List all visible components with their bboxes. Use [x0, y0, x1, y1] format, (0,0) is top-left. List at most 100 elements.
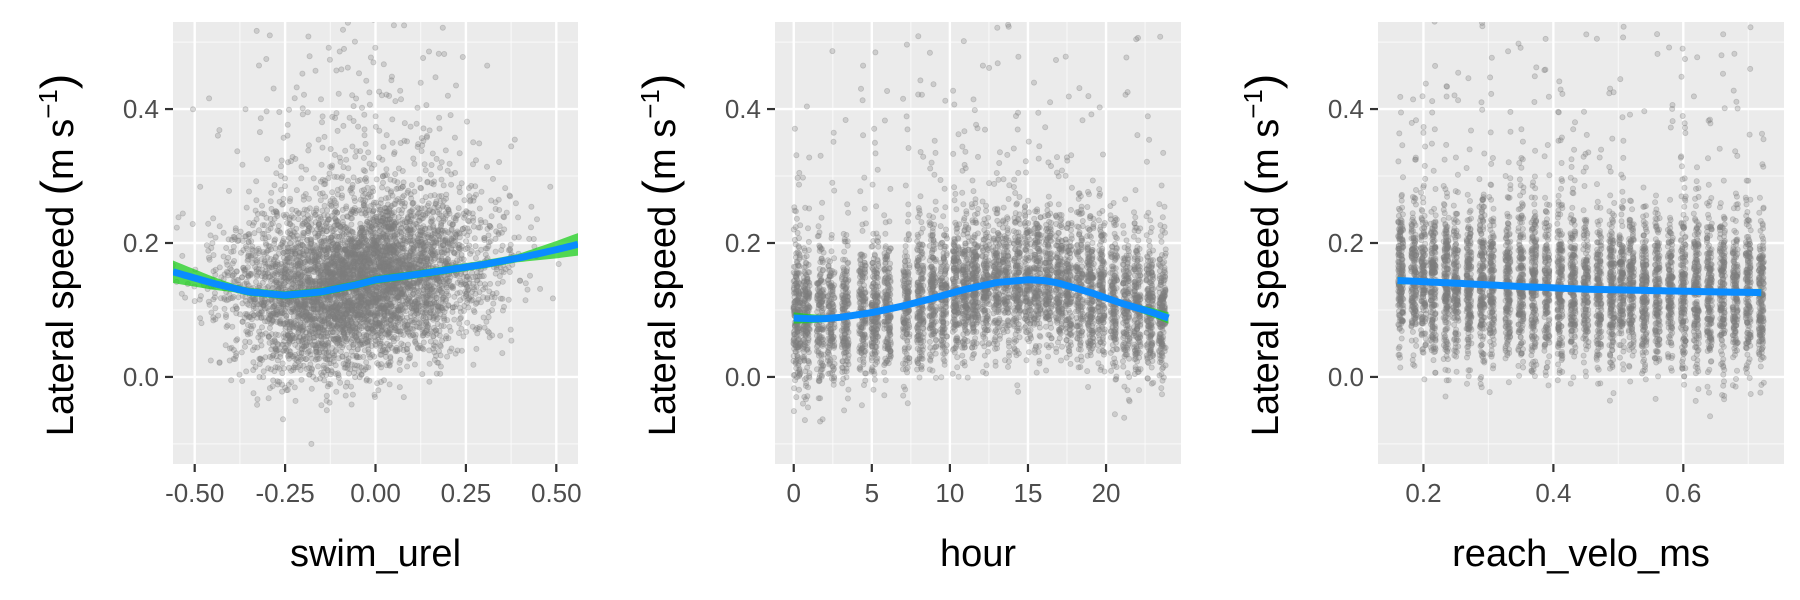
data-point [359, 270, 366, 277]
data-point [281, 183, 288, 190]
data-point [456, 289, 463, 296]
data-point [317, 96, 324, 103]
data-point [522, 297, 529, 304]
data-point [361, 268, 368, 275]
data-point [419, 142, 426, 149]
data-point [383, 266, 390, 273]
data-point [271, 336, 278, 343]
data-point [284, 318, 291, 325]
data-point [295, 310, 302, 317]
data-point [340, 122, 347, 129]
data-point [431, 328, 438, 335]
data-point [482, 251, 489, 258]
data-point [272, 298, 279, 305]
data-point [507, 241, 514, 248]
data-point [308, 366, 315, 373]
data-point [333, 110, 340, 117]
data-point [448, 236, 455, 243]
data-point [340, 164, 347, 171]
data-point [364, 325, 371, 332]
data-point [411, 260, 418, 267]
data-point [428, 286, 435, 293]
data-point [430, 240, 437, 247]
data-point [497, 295, 504, 302]
data-point [411, 250, 418, 257]
data-point [250, 390, 257, 397]
data-point [294, 257, 301, 264]
data-point [338, 232, 345, 239]
data-point [250, 305, 257, 312]
data-point [255, 266, 262, 273]
data-point [378, 340, 385, 347]
data-point [347, 239, 354, 246]
data-point [361, 316, 368, 323]
data-point [384, 302, 391, 309]
data-point [335, 259, 342, 266]
data-point [322, 180, 329, 187]
data-point [340, 313, 347, 320]
data-point [438, 292, 445, 299]
data-point [325, 216, 332, 223]
data-point [318, 281, 325, 288]
data-point [449, 283, 456, 290]
data-point [292, 361, 299, 368]
data-point [442, 147, 449, 154]
data-point [515, 234, 522, 241]
data-point [387, 284, 394, 291]
data-point [222, 311, 229, 318]
data-point [376, 247, 383, 254]
data-point [275, 331, 282, 338]
data-point [376, 88, 383, 95]
data-point [372, 309, 379, 316]
data-point [441, 51, 448, 58]
data-point [381, 263, 388, 270]
data-point [371, 238, 378, 245]
data-point [413, 213, 420, 220]
data-point [511, 234, 518, 241]
data-point [357, 270, 364, 277]
data-point [244, 264, 251, 271]
data-point [229, 306, 236, 313]
data-point [368, 269, 375, 276]
data-point [329, 276, 336, 283]
data-point [432, 313, 439, 320]
data-point [225, 187, 232, 194]
data-point [319, 246, 326, 253]
data-point [476, 205, 483, 212]
data-point [334, 310, 341, 317]
data-point [372, 113, 379, 120]
data-point [295, 260, 302, 267]
data-point [457, 314, 464, 321]
data-point [290, 228, 297, 235]
data-point [411, 188, 418, 195]
data-point [265, 333, 272, 340]
data-point [358, 371, 365, 378]
data-point [371, 267, 378, 274]
data-point [284, 159, 291, 166]
data-point [443, 290, 450, 297]
data-point [409, 245, 416, 252]
data-point [299, 70, 306, 77]
data-point [289, 206, 296, 213]
data-point [342, 147, 349, 154]
data-point [363, 293, 370, 300]
data-point [374, 310, 381, 317]
data-point [276, 198, 283, 205]
data-point [305, 278, 312, 285]
data-point [343, 203, 350, 210]
data-point [343, 224, 350, 231]
data-point [361, 202, 368, 209]
data-point [365, 311, 372, 318]
data-point [334, 127, 341, 134]
data-point [417, 184, 424, 191]
data-point [387, 303, 394, 310]
data-point [280, 285, 287, 292]
data-point [386, 300, 393, 307]
data-point [444, 353, 451, 360]
data-point [352, 251, 359, 258]
data-point [258, 324, 265, 331]
data-point [442, 296, 449, 303]
data-point [423, 318, 430, 325]
data-point [348, 305, 355, 312]
data-point [332, 273, 339, 280]
